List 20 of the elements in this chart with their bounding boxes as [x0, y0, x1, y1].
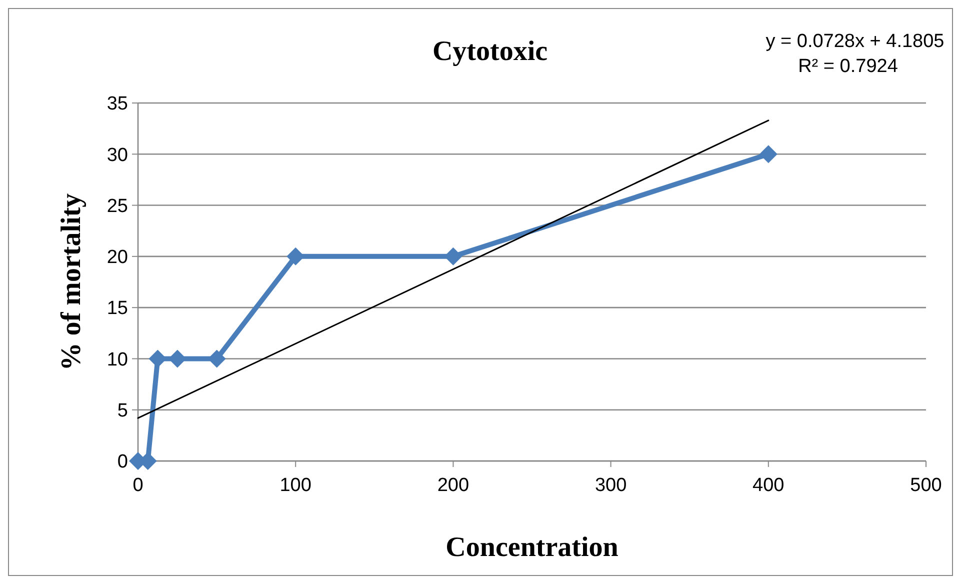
point: [759, 145, 778, 164]
chart-title: Cytotoxic: [432, 36, 548, 67]
y-tick-label: 30: [106, 144, 128, 166]
x-axis-title: Concentration: [446, 532, 619, 563]
y-tick-label: 25: [106, 196, 128, 217]
y-tick-label: 10: [106, 349, 128, 370]
y-tick-label: 20: [106, 247, 128, 268]
y-tick-label: 15: [106, 298, 128, 320]
y-tick-label: 35: [106, 94, 128, 115]
x-tick-label: 0: [132, 475, 144, 496]
y-tick-label: 0: [117, 452, 128, 473]
text: y = 0.0728x + 4.1805: [766, 31, 944, 52]
y-axis-title: % of mortality: [56, 193, 87, 371]
x-tick-label: 300: [594, 475, 627, 496]
x-tick-label: 100: [280, 475, 312, 496]
text: R² = 0.7924: [798, 56, 898, 77]
y-tick-label: 5: [117, 400, 128, 422]
x-tick-label: 500: [910, 475, 942, 496]
x-tick-label: 400: [752, 475, 784, 496]
x-tick-label: 200: [437, 475, 470, 496]
